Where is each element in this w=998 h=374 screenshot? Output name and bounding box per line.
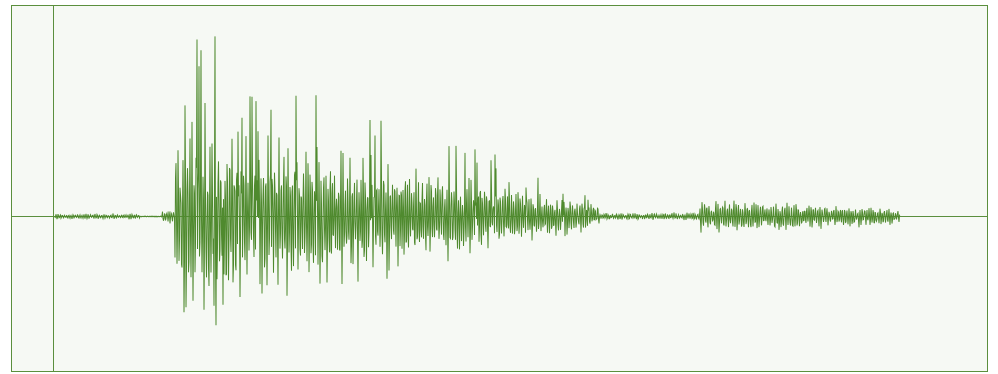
- audio-waveform[interactable]: [54, 36, 901, 326]
- plot-background: [11, 5, 988, 372]
